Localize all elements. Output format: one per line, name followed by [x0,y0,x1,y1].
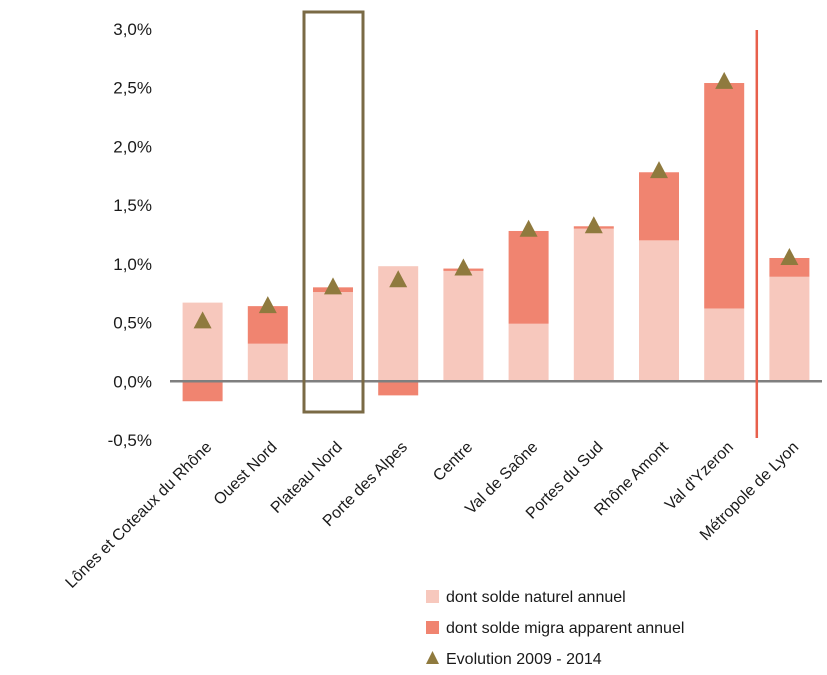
bar-natural [313,292,353,382]
legend-label: Evolution 2009 - 2014 [446,651,602,668]
y-tick-label: -0,5% [108,431,152,450]
bar-natural [573,228,614,382]
evolution-marker [454,258,473,276]
bar-natural [508,323,549,382]
evolution-marker [324,277,342,295]
bar-natural [247,343,288,382]
y-tick-label: 1,0% [113,255,152,274]
bar-natural [704,308,745,382]
bar-migration [508,230,549,324]
evolution-marker [650,161,668,179]
legend-swatch-migration [426,621,439,634]
legend-swatch-evolution [426,651,439,664]
bar-natural [443,270,484,382]
bar-migration [639,172,679,241]
bar-natural [769,276,810,382]
y-tick-label: 1,5% [113,196,152,215]
bar-migration [378,381,419,396]
evolution-marker [715,71,734,89]
evolution-marker [584,216,603,234]
y-tick-label: 2,0% [113,137,152,156]
evolution-marker [258,296,277,314]
evolution-marker [519,219,538,237]
y-tick-label: 0,5% [113,314,152,333]
legend-label: dont solde migra apparent annuel [446,620,684,637]
y-tick-label: 0,0% [113,372,152,391]
bar-natural [639,240,679,382]
evolution-marker [780,247,799,265]
y-tick-label: 2,5% [113,79,152,98]
bar-migration [769,257,810,277]
highlight-box [302,10,365,414]
evolution-marker [389,270,408,288]
legend-swatch-natural [426,590,439,603]
evolution-marker [193,311,212,329]
legend-label: dont solde naturel annuel [446,589,626,606]
category-label: Ouest Nord [211,439,281,509]
bar-migration [704,83,745,309]
category-label: Centre [430,439,476,485]
bar-migration [182,381,223,402]
y-tick-label: 3,0% [113,20,152,39]
category-label: Lônes et Coteaux du Rhône [63,439,216,592]
